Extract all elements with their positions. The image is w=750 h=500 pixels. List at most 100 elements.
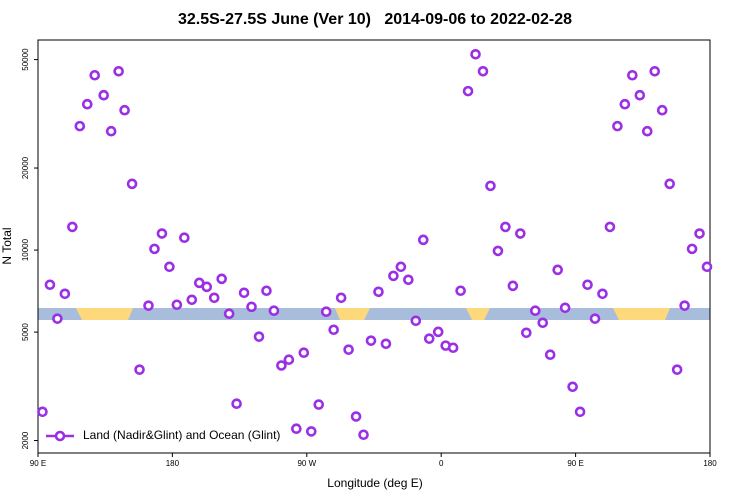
point [365,335,377,346]
point [492,245,504,257]
plot-frame [37,39,711,454]
point [417,234,429,246]
y-tick-label: 10000 [21,238,30,261]
point [403,274,414,286]
point [507,280,519,292]
point [641,125,653,137]
point [231,398,242,410]
point [627,69,638,81]
point [388,270,399,282]
point [291,423,302,435]
point [328,324,339,336]
x-tick-label: 90 W [297,459,316,468]
point [164,261,175,273]
point [567,381,578,393]
point [143,300,154,311]
point [582,279,593,291]
point [74,120,86,132]
point [619,98,631,110]
point [216,273,227,285]
point [298,347,310,359]
point [156,228,168,239]
point [559,302,571,314]
point [410,315,422,327]
y-tick-label: 50000 [21,48,30,71]
point [119,104,130,116]
point [201,281,213,293]
legend-item: Land (Nadir&Glint) and Ocean (Glint) [46,428,280,442]
point [276,360,287,371]
point [81,98,93,110]
point [470,48,481,60]
point [253,331,265,342]
point [694,228,705,239]
point [186,294,198,306]
point [432,326,444,338]
point [98,89,110,101]
point [320,306,332,318]
y-tick-label: 2000 [21,431,30,449]
point [679,300,690,311]
point [574,406,586,418]
land-band [335,308,370,320]
point [223,308,235,320]
point [105,125,117,137]
point [52,313,63,324]
land-band [466,308,490,320]
point [612,120,623,132]
point [126,178,138,190]
chart-title: 32.5S-27.5S June (Ver 10) 2014-09-06 to … [178,11,572,28]
point [208,292,220,304]
surface-band [38,308,710,320]
point [552,264,563,276]
x-tick-label: 0 [439,459,444,468]
y-tick-label: 5000 [21,323,30,341]
point [380,338,392,350]
x-tick-label: 90 E [30,459,46,468]
point [246,301,257,313]
point [649,65,661,77]
point [634,89,646,101]
point [485,180,496,192]
point [515,228,526,239]
point [686,243,698,255]
point [305,426,317,437]
point [44,279,56,291]
point [521,327,532,339]
point [171,299,183,311]
point [134,364,145,375]
point [604,221,616,233]
point [335,292,347,304]
point [179,232,190,244]
point [477,65,489,77]
x-tick-label: 90 E [567,459,583,468]
point [343,344,354,355]
point [664,178,675,190]
land-band [76,308,133,320]
point [59,288,71,300]
point [238,287,250,299]
point [373,286,384,298]
point [37,406,48,418]
x-tick-label: 180 [166,459,180,468]
point [537,317,549,329]
point [455,285,466,297]
point [447,342,459,354]
legend-label: Land (Nadir&Glint) and Ocean (Glint) [83,428,280,442]
point [67,221,78,233]
point [589,313,601,324]
y-tick-label: 20000 [21,156,30,179]
x-tick-label: 180 [703,459,717,468]
x-axis-label: Longitude (deg E) [327,476,422,490]
point [350,411,362,422]
point [149,243,160,255]
point [544,349,556,361]
point [423,333,435,344]
point [529,305,541,317]
land-band [613,308,670,320]
point [701,261,713,273]
point [261,285,272,297]
legend-marker [54,430,66,442]
